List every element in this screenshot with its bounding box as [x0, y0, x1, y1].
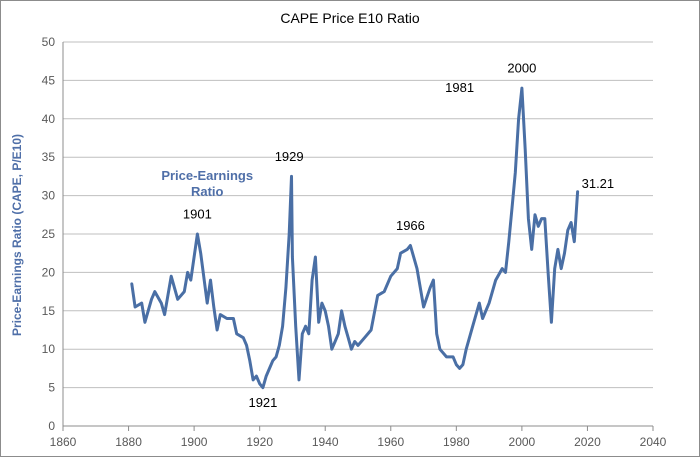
series-line	[130, 86, 580, 390]
x-tick-label: 1960	[377, 435, 404, 449]
x-tick-labels: 1860 1880 1900 1920 1940 1960 1980 2000 2020 2040	[50, 435, 667, 449]
annotation-label: 1929	[275, 149, 304, 164]
series-label-line1: Price-Earnings	[161, 168, 253, 183]
annotations: 1901 1921 1929 1966 1981 2000 31.21	[183, 61, 614, 410]
x-tick-label: 2020	[574, 435, 601, 449]
y-tick-label: 10	[42, 342, 56, 356]
y-tick-label: 0	[48, 419, 55, 433]
annotation-label: 1966	[396, 218, 425, 233]
x-tick-label: 2040	[640, 435, 667, 449]
series-label-line2: Ratio	[191, 184, 224, 199]
series-lines	[130, 86, 580, 390]
y-tick-label: 35	[42, 150, 56, 164]
annotation-label: 1981	[445, 80, 474, 95]
y-tick-label: 40	[42, 112, 56, 126]
gridlines	[63, 41, 653, 389]
x-tick-label: 1880	[115, 435, 142, 449]
axes	[62, 42, 654, 431]
annotation-label: 1901	[183, 207, 212, 222]
y-tick-label: 25	[42, 227, 56, 241]
x-tick-label: 2000	[509, 435, 536, 449]
y-tick-label: 50	[42, 35, 56, 49]
annotation-label: 1921	[248, 395, 277, 410]
y-tick-label: 20	[42, 265, 56, 279]
x-tick-label: 1920	[246, 435, 273, 449]
x-tick-label: 1980	[443, 435, 470, 449]
y-axis-label: Price-Earnings Ratio (CAPE, P/E10)	[10, 134, 24, 336]
x-tick-label: 1940	[312, 435, 339, 449]
x-tick-label: 1860	[50, 435, 77, 449]
chart-title: CAPE Price E10 Ratio	[280, 10, 419, 26]
y-tick-label: 30	[42, 189, 56, 203]
y-tick-label: 15	[42, 304, 56, 318]
annotation-label: 31.21	[582, 176, 615, 191]
x-tick-label: 1900	[181, 435, 208, 449]
y-tick-label: 5	[48, 381, 55, 395]
annotation-label: 2000	[507, 61, 536, 76]
y-tick-labels: 0 5 10 15 20 25 30 35 40 45 50	[42, 35, 56, 433]
y-tick-label: 45	[42, 73, 56, 87]
